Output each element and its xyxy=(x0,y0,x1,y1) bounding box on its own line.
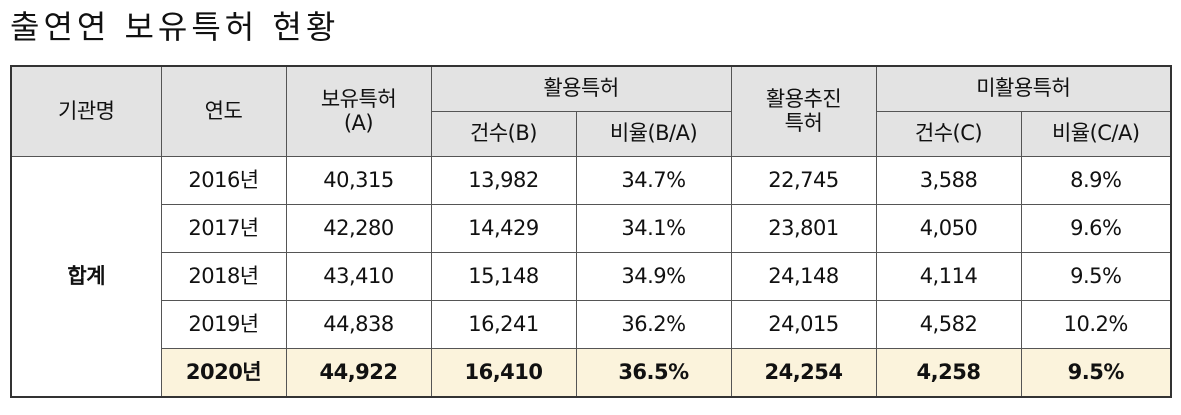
value-cell: 9.5% xyxy=(1020,348,1172,398)
value-cell: 4,050 xyxy=(875,204,1022,253)
table-body: 합계 2016년 40,315 13,982 34.7% 22,745 3,588 8.9% 2… xyxy=(10,156,1172,398)
value-cell: 3,588 xyxy=(875,156,1022,205)
header-cell: 연도 xyxy=(160,65,287,157)
value-cell: 24,015 xyxy=(730,300,877,349)
value-cell: 34.7% xyxy=(575,156,732,205)
value-cell: 43,410 xyxy=(285,252,432,301)
value-cell: 10.2% xyxy=(1020,300,1172,349)
header-cell: 비율(B/A) xyxy=(575,111,732,157)
value-cell: 16,241 xyxy=(430,300,577,349)
group-cell: 합계 xyxy=(10,156,162,398)
table-row: 합계 2016년 40,315 13,982 34.7% 22,745 3,588 8.9% xyxy=(10,156,1172,398)
value-cell: 9.5% xyxy=(1020,252,1172,301)
value-cell: 42,280 xyxy=(285,204,432,253)
year-cell: 2019년 xyxy=(160,300,287,349)
value-cell: 23,801 xyxy=(730,204,877,253)
value-cell: 24,148 xyxy=(730,252,877,301)
year-cell: 2017년 xyxy=(160,204,287,253)
value-cell: 13,982 xyxy=(430,156,577,205)
value-cell: 36.5% xyxy=(575,348,732,398)
header-row: 건수(B) 비율(B/A) 건수(C) 비율(C/A) xyxy=(11,111,1172,157)
header-cell: 기관명 xyxy=(10,65,162,157)
header-cell: 건수(C) xyxy=(875,111,1022,157)
value-cell: 40,315 xyxy=(285,156,432,205)
header-row: 기관명 연도 보유특허 (A) 활용특허 활용추진 특허 미활용특허 xyxy=(10,65,1172,157)
title: 출연연 보유특허 현황 xyxy=(10,8,340,46)
value-cell: 34.1% xyxy=(575,204,732,253)
year-cell: 2016년 xyxy=(160,156,287,205)
value-cell: 44,922 xyxy=(285,348,432,398)
table-row: 2018년 43,410 15,148 34.9% 24,148 4,114 9.5% xyxy=(11,252,1172,301)
value-cell: 34.9% xyxy=(575,252,732,301)
value-cell: 22,745 xyxy=(730,156,877,205)
value-cell: 16,410 xyxy=(430,348,577,398)
header-cell: 미활용특허 xyxy=(875,65,1172,112)
header-cell: 활용특허 xyxy=(430,65,732,112)
value-cell: 4,114 xyxy=(875,252,1022,301)
table-row: 2019년 44,838 16,241 36.2% 24,015 4,582 10.2% xyxy=(11,300,1172,349)
header-cell: 건수(B) xyxy=(430,111,577,157)
header-cell: 비율(C/A) xyxy=(1020,111,1172,157)
value-cell: 14,429 xyxy=(430,204,577,253)
table-header: 기관명 연도 보유특허 (A) 활용특허 활용추진 특허 미활용특허 건수(B)… xyxy=(10,65,1172,157)
value-cell: 8.9% xyxy=(1020,156,1172,205)
header-cell: 활용추진 특허 xyxy=(730,65,877,157)
year-cell: 2020년 xyxy=(160,348,287,398)
value-cell: 9.6% xyxy=(1020,204,1172,253)
value-cell: 36.2% xyxy=(575,300,732,349)
value-cell: 4,582 xyxy=(875,300,1022,349)
value-cell: 15,148 xyxy=(430,252,577,301)
value-cell: 44,838 xyxy=(285,300,432,349)
value-cell: 4,258 xyxy=(875,348,1022,398)
header-cell: 보유특허 (A) xyxy=(285,65,432,157)
table-row: 2020년 44,922 16,410 36.5% 24,254 4,258 9.5% xyxy=(11,348,1172,398)
value-cell: 24,254 xyxy=(730,348,877,398)
year-cell: 2018년 xyxy=(160,252,287,301)
patent-table: 기관명 연도 보유특허 (A) 활용특허 활용추진 특허 미활용특허 건수(B)… xyxy=(10,65,1173,398)
table-row: 2017년 42,280 14,429 34.1% 23,801 4,050 9.6% xyxy=(11,204,1172,253)
